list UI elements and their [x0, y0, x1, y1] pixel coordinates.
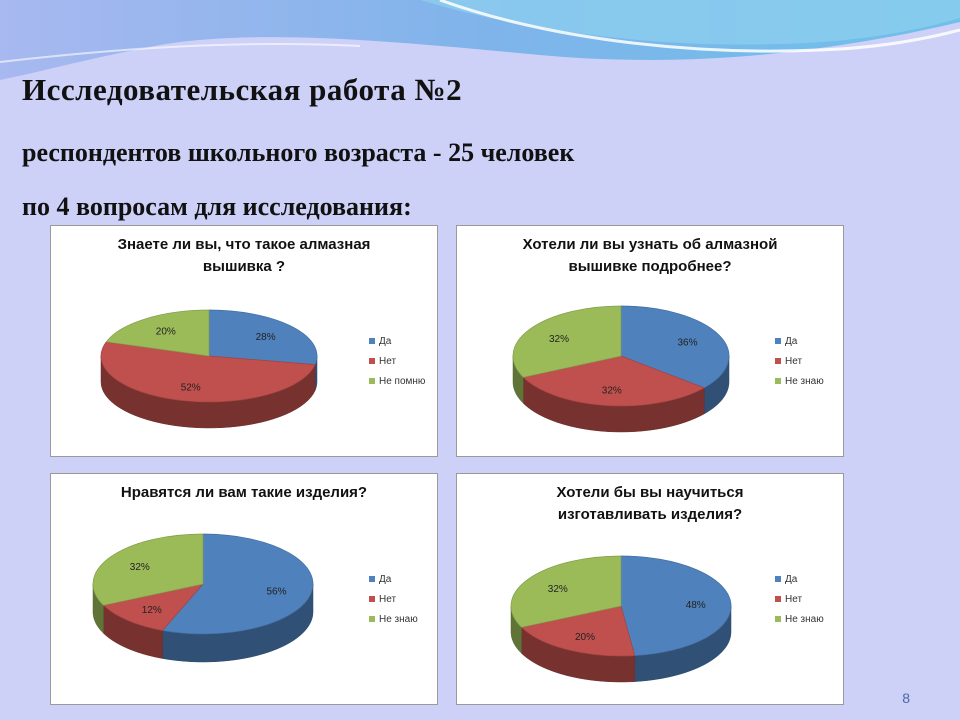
chart-title: Хотели ли вы узнать об алмазной вышивке …: [457, 234, 843, 278]
pie-slice-Нет: [100, 341, 316, 403]
legend-swatch: [369, 596, 375, 602]
pie-data-label: 52%: [181, 382, 201, 393]
legend-label: Нет: [379, 356, 396, 367]
pie-slice-Да: [161, 533, 314, 635]
chart-title: Нравятся ли вам такие изделия?: [51, 482, 437, 504]
pie-chart-like: 56% 12% 32% Да Нет Не знаю: [92, 533, 418, 663]
slide-title: Исследовательская работа №2: [22, 72, 463, 107]
pie-data-label: 20%: [156, 327, 176, 338]
pie-data-label: 32%: [130, 562, 150, 573]
legend-swatch: [775, 616, 781, 622]
pie-slice-Да: [620, 555, 732, 656]
pie-data-label: 32%: [602, 386, 622, 397]
legend-swatch: [369, 358, 375, 364]
pie-data-label: 48%: [686, 600, 706, 611]
legend-swatch: [369, 616, 375, 622]
pie-slice-Да: [208, 309, 318, 365]
legend-swatch: [775, 338, 781, 344]
legend-swatch: [369, 378, 375, 384]
legend-label: Да: [785, 336, 798, 347]
legend-label: Да: [785, 574, 798, 585]
legend-label: Не знаю: [785, 376, 824, 387]
legend-label: Не знаю: [785, 614, 824, 625]
pie-chart-learn-make: 48% 20% 32% Да Нет Не знаю: [510, 555, 824, 683]
legend-label: Не помню: [379, 376, 426, 387]
pie-data-label: 56%: [266, 586, 286, 597]
background-wave: [0, 0, 960, 80]
legend-label: Нет: [379, 594, 396, 605]
pie-slice-Нет: [522, 355, 706, 407]
pie-slice-Не знаю: [510, 555, 622, 628]
slide-subtitle-respondents: респондентов школьного возраста - 25 чел…: [22, 138, 575, 167]
pie-chart-learn-more: 36% 32% 32% Да Нет Не знаю: [512, 305, 824, 433]
legend-swatch: [369, 338, 375, 344]
chart-title: Хотели бы вы научиться изготавливать изд…: [457, 482, 843, 526]
legend-label: Да: [379, 574, 392, 585]
chart-panel-know-diamond-embroidery: 28% 52% 20% Да Нет Не помню Знаете ли вы, что…: [50, 225, 438, 457]
pie-chart-know: 28% 52% 20% Да Нет Не помню: [100, 309, 426, 429]
pie-data-label: 28%: [256, 332, 276, 343]
chart-title-line-2: изготавливать изделия?: [557, 506, 743, 523]
pie-data-label: 32%: [548, 584, 568, 595]
chart-title-line-1: Нравятся ли вам такие изделия?: [120, 484, 368, 501]
pie-slice-Нет: [520, 605, 636, 657]
pie-slice-Не знаю: [512, 305, 622, 378]
legend-swatch: [775, 358, 781, 364]
legend-label: Нет: [785, 594, 802, 605]
legend-label: Да: [379, 336, 392, 347]
pie-slice-Нет: [102, 583, 204, 631]
chart-panel-like-items: 56% 12% 32% Да Нет Не знаю Нравятся ли вам та…: [50, 473, 438, 705]
chart-title-line-2: вышивке подробнее?: [568, 258, 732, 275]
legend-swatch: [775, 596, 781, 602]
chart-title-line-1: Хотели ли вы узнать об алмазной: [522, 236, 778, 253]
legend-swatch: [775, 576, 781, 582]
legend-swatch: [775, 378, 781, 384]
slide-number: 8: [902, 690, 910, 706]
pie-data-label: 32%: [549, 334, 569, 345]
pie-slice-Не знаю: [92, 533, 204, 606]
legend-swatch: [369, 576, 375, 582]
pie-slice-Да: [620, 305, 730, 389]
chart-panel-learn-to-make: 48% 20% 32% Да Нет Не знаю Хотели бы вы научи…: [456, 473, 844, 705]
legend-label: Не знаю: [379, 614, 418, 625]
pie-data-label: 12%: [142, 605, 162, 616]
chart-title-line-1: Знаете ли вы, что такое алмазная: [117, 236, 371, 253]
pie-side-walls: [92, 583, 314, 663]
chart-title-line-1: Хотели бы вы научиться: [556, 484, 744, 501]
chart-title: Знаете ли вы, что такое алмазная вышивка…: [51, 234, 437, 278]
slide-subtitle-questions: по 4 вопросам для исследования:: [22, 192, 412, 221]
chart-panel-learn-more: 36% 32% 32% Да Нет Не знаю Хотели ли вы узнат…: [456, 225, 844, 457]
pie-data-label: 36%: [677, 338, 697, 349]
pie-data-label: 20%: [575, 632, 595, 643]
chart-title-line-2: вышивка ?: [202, 258, 286, 275]
legend-label: Нет: [785, 356, 802, 367]
pie-slice-Не помню: [105, 309, 210, 357]
